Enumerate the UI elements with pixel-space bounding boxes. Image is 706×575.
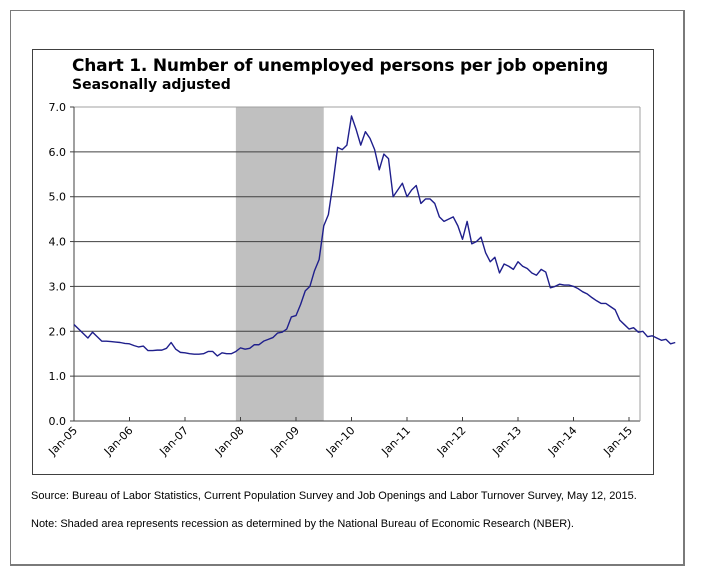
y-tick-label: 0.0 <box>49 415 67 428</box>
outer-frame <box>10 10 685 566</box>
y-tick-label: 3.0 <box>49 280 67 293</box>
y-tick-label: 1.0 <box>49 370 67 383</box>
chart-frame <box>32 49 654 475</box>
source-note: Source: Bureau of Labor Statistics, Curr… <box>31 490 637 502</box>
recession-shading <box>235 107 324 421</box>
chart-title: Chart 1. Number of unemployed persons pe… <box>72 56 609 76</box>
x-tick-label: Jan-08 <box>212 424 247 459</box>
x-tick-label: Jan-11 <box>379 424 414 459</box>
y-tick-label: 5.0 <box>49 191 67 204</box>
x-tick-label: Jan-05 <box>46 424 81 459</box>
x-tick-label: Jan-15 <box>601 424 636 459</box>
y-tick-label: 7.0 <box>49 101 67 114</box>
x-tick-label: Jan-14 <box>545 424 580 459</box>
y-tick-label: 2.0 <box>49 325 67 338</box>
y-tick-label: 6.0 <box>49 146 67 159</box>
chart-subtitle: Seasonally adjusted <box>72 77 231 93</box>
x-tick-label: Jan-10 <box>323 424 358 459</box>
x-tick-label: Jan-12 <box>434 424 469 459</box>
recession-note: Note: Shaded area represents recession a… <box>31 518 574 530</box>
y-tick-label: 4.0 <box>49 236 67 249</box>
x-tick-label: Jan-06 <box>101 424 136 459</box>
x-tick-label: Jan-07 <box>157 424 192 459</box>
x-tick-label: Jan-09 <box>268 424 303 459</box>
x-tick-label: Jan-13 <box>490 424 525 459</box>
